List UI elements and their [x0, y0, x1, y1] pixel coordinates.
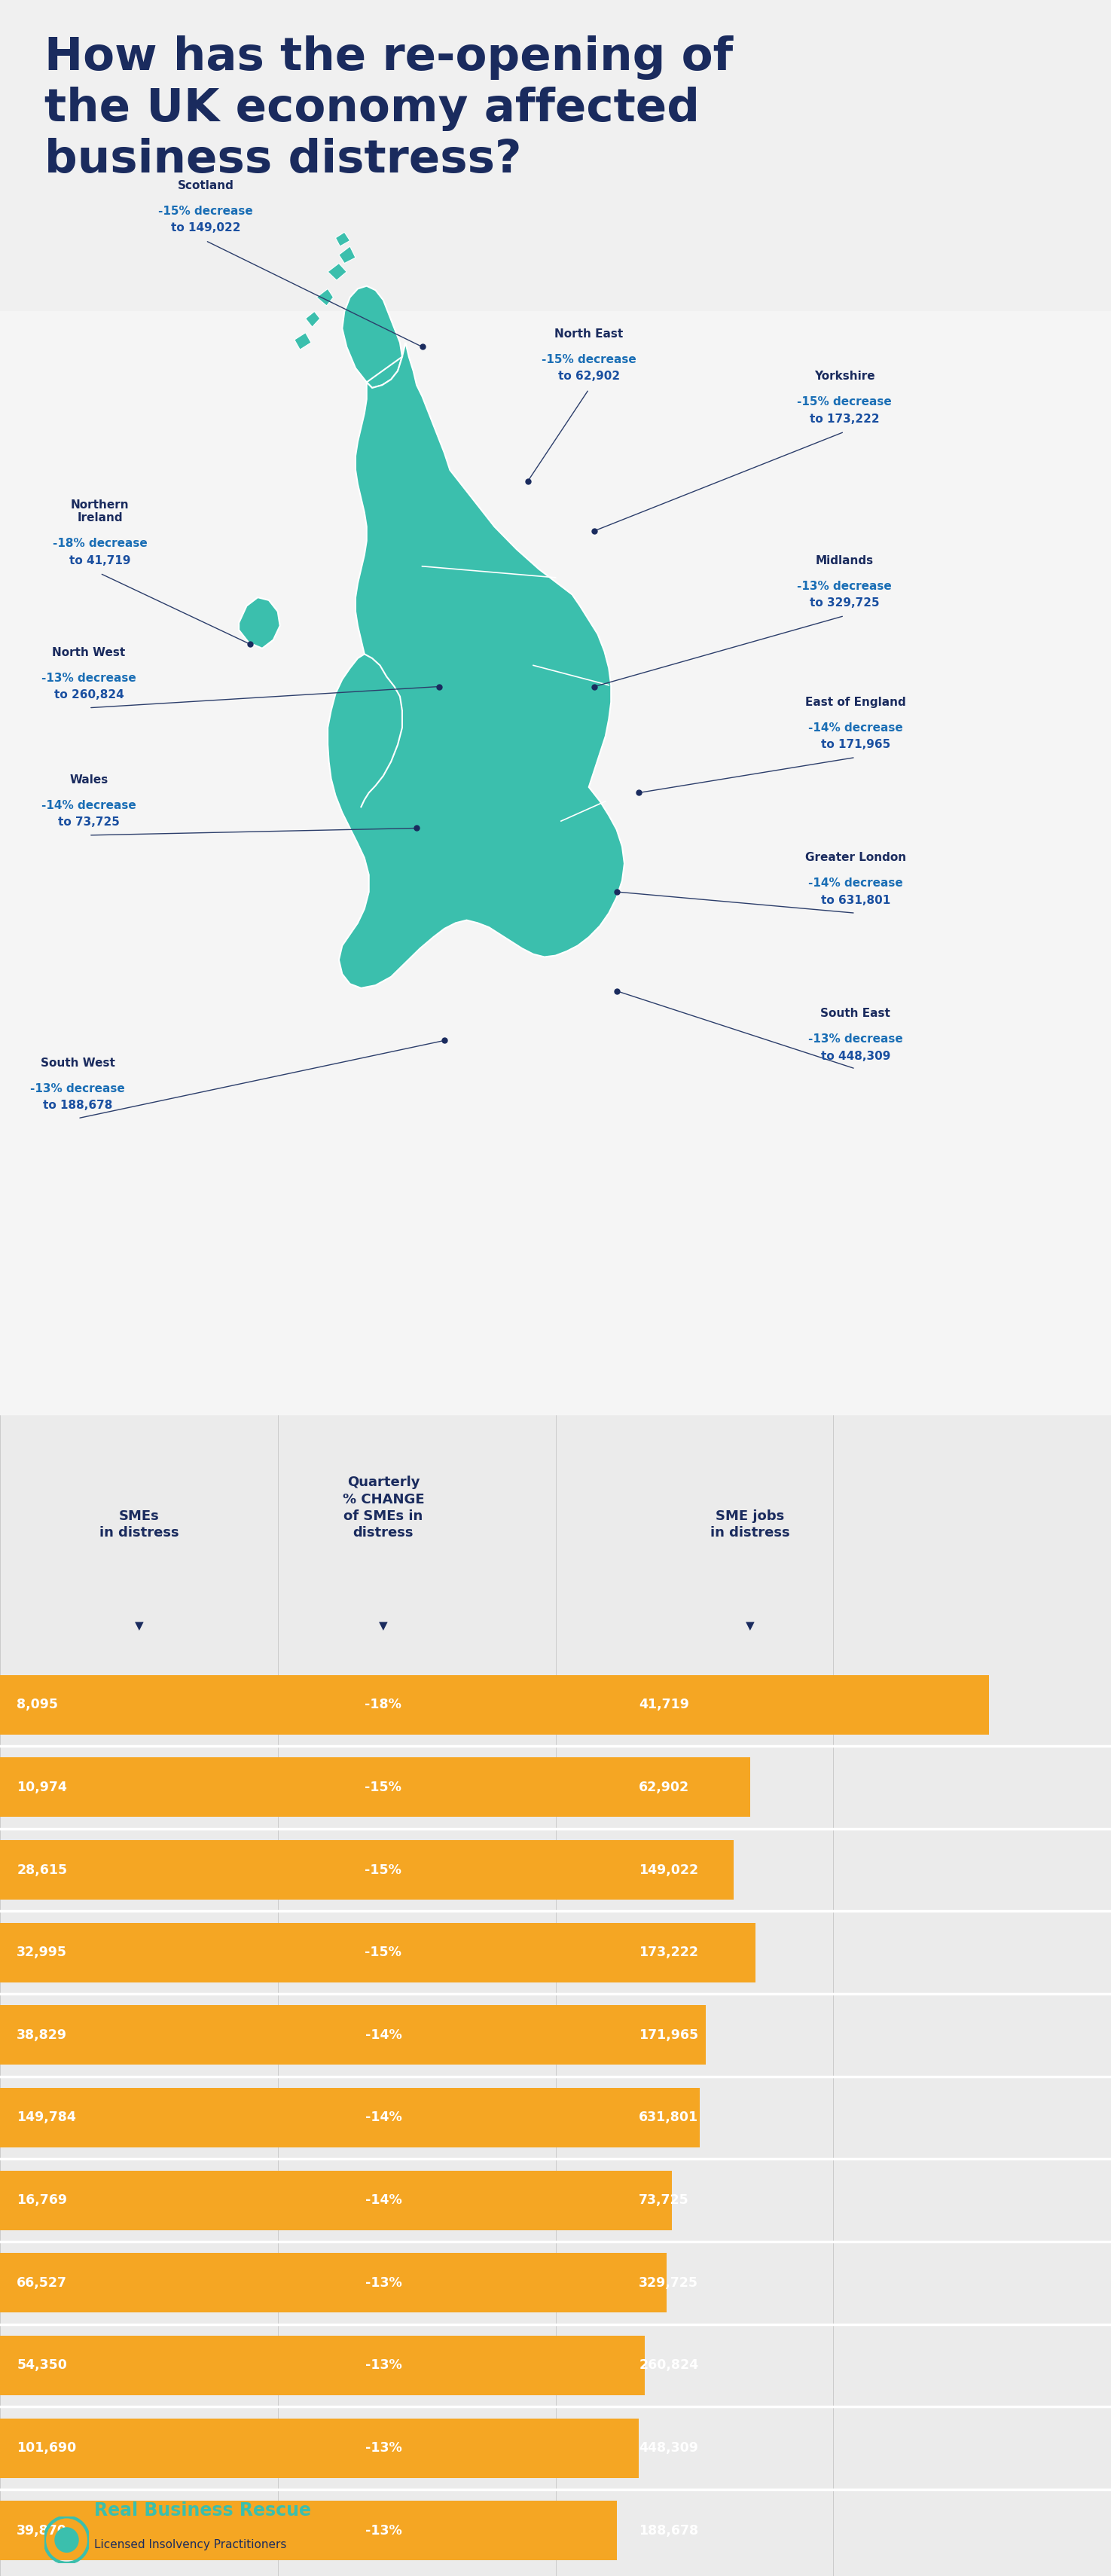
Text: 38,829: 38,829	[17, 2027, 67, 2043]
Text: 329,725: 329,725	[639, 2277, 699, 2290]
Text: 173,222: 173,222	[639, 1945, 699, 1960]
Text: to 62,902: to 62,902	[558, 371, 620, 381]
Text: Quarterly
% CHANGE
of SMEs in
distress: Quarterly % CHANGE of SMEs in distress	[342, 1476, 424, 1540]
Text: to 149,022: to 149,022	[171, 222, 240, 234]
Text: 32,995: 32,995	[17, 1945, 67, 1960]
Text: -14%: -14%	[364, 2027, 402, 2043]
Text: to 173,222: to 173,222	[810, 412, 879, 425]
Text: Midlands: Midlands	[815, 554, 873, 567]
Text: 8,095: 8,095	[17, 1698, 58, 1710]
Text: -14% decrease: -14% decrease	[808, 878, 903, 889]
Text: -15%: -15%	[364, 1945, 402, 1960]
Text: SME jobs
in distress: SME jobs in distress	[710, 1510, 790, 1540]
Text: 10,974: 10,974	[17, 1780, 67, 1793]
Text: 149,022: 149,022	[639, 1862, 699, 1878]
Bar	[0, 1839, 733, 1899]
Text: -18% decrease: -18% decrease	[52, 538, 148, 549]
Text: 41,719: 41,719	[639, 1698, 689, 1710]
Bar	[0, 1922, 755, 1981]
Text: to 631,801: to 631,801	[821, 894, 890, 907]
Text: ▼: ▼	[379, 1620, 388, 1631]
Text: South East: South East	[821, 1007, 890, 1020]
Text: to 329,725: to 329,725	[810, 598, 879, 608]
Text: Greater London: Greater London	[805, 853, 905, 863]
Text: Scotland: Scotland	[178, 180, 233, 191]
Text: -14%: -14%	[364, 2192, 402, 2208]
Text: South West: South West	[40, 1059, 116, 1069]
Text: -13% decrease: -13% decrease	[808, 1033, 903, 1046]
Text: 39,870: 39,870	[17, 2524, 67, 2537]
Polygon shape	[342, 286, 402, 389]
Text: ▼: ▼	[745, 1620, 754, 1631]
Text: 28,615: 28,615	[17, 1862, 68, 1878]
Text: -14% decrease: -14% decrease	[808, 721, 903, 734]
Text: to 448,309: to 448,309	[821, 1051, 890, 1061]
Text: 62,902: 62,902	[639, 1780, 690, 1793]
Bar	[0, 2004, 705, 2066]
Text: North West: North West	[52, 647, 126, 659]
Text: 448,309: 448,309	[639, 2442, 698, 2455]
Bar	[0, 2336, 644, 2396]
Bar	[0, 2089, 700, 2148]
Bar	[0, 1674, 989, 1734]
Bar	[0, 2172, 672, 2231]
Text: SMEs
in distress: SMEs in distress	[99, 1510, 179, 1540]
Text: -15% decrease: -15% decrease	[158, 206, 253, 216]
Polygon shape	[336, 232, 350, 247]
Text: East of England: East of England	[805, 696, 905, 708]
Text: Yorkshire: Yorkshire	[814, 371, 874, 381]
Text: Wales: Wales	[70, 775, 108, 786]
Text: Northern
Ireland: Northern Ireland	[71, 500, 129, 523]
Text: -13%: -13%	[364, 2277, 402, 2290]
Bar	[0, 2419, 639, 2478]
Text: -13%: -13%	[364, 2524, 402, 2537]
Text: 66,527: 66,527	[17, 2277, 67, 2290]
Text: -13% decrease: -13% decrease	[797, 580, 892, 592]
Text: 188,678: 188,678	[639, 2524, 699, 2537]
Text: 16,769: 16,769	[17, 2192, 67, 2208]
Text: to 73,725: to 73,725	[58, 817, 120, 827]
Text: to 260,824: to 260,824	[54, 690, 123, 701]
Text: -15% decrease: -15% decrease	[797, 397, 892, 407]
Text: North East: North East	[554, 330, 623, 340]
Text: to 188,678: to 188,678	[43, 1100, 112, 1110]
Text: -13%: -13%	[364, 2360, 402, 2372]
Text: How has the re-opening of
the UK economy affected
business distress?: How has the re-opening of the UK economy…	[44, 36, 733, 183]
Bar	[0, 0, 1111, 312]
Text: -13% decrease: -13% decrease	[41, 672, 137, 683]
Ellipse shape	[54, 2527, 79, 2553]
Bar	[0, 0, 689, 312]
Polygon shape	[328, 263, 347, 281]
Text: -15% decrease: -15% decrease	[541, 353, 637, 366]
Text: -15%: -15%	[364, 1780, 402, 1793]
Polygon shape	[306, 312, 320, 327]
Polygon shape	[239, 598, 280, 649]
Text: -13%: -13%	[364, 2442, 402, 2455]
Text: 54,350: 54,350	[17, 2360, 67, 2372]
Text: ▼: ▼	[134, 1620, 143, 1631]
Text: to 171,965: to 171,965	[821, 739, 890, 750]
Bar	[0, 2254, 667, 2313]
Text: 631,801: 631,801	[639, 2110, 699, 2125]
Text: -13% decrease: -13% decrease	[30, 1082, 126, 1095]
Text: 171,965: 171,965	[639, 2027, 699, 2043]
Text: to 41,719: to 41,719	[69, 554, 131, 567]
Polygon shape	[339, 247, 356, 263]
Polygon shape	[328, 343, 624, 989]
Text: -18%: -18%	[364, 1698, 402, 1710]
Text: 73,725: 73,725	[639, 2192, 689, 2208]
Text: 101,690: 101,690	[17, 2442, 77, 2455]
Text: -14% decrease: -14% decrease	[41, 801, 137, 811]
Text: Real Business Rescue: Real Business Rescue	[94, 2501, 311, 2519]
Text: Licensed Insolvency Practitioners: Licensed Insolvency Practitioners	[94, 2540, 287, 2550]
Text: 149,784: 149,784	[17, 2110, 76, 2125]
Text: -15%: -15%	[364, 1862, 402, 1878]
Text: 260,824: 260,824	[639, 2360, 699, 2372]
Bar	[0, 1757, 750, 1816]
Polygon shape	[317, 289, 333, 307]
Polygon shape	[294, 332, 311, 350]
Text: -14%: -14%	[364, 2110, 402, 2125]
Bar	[0, 2501, 617, 2561]
